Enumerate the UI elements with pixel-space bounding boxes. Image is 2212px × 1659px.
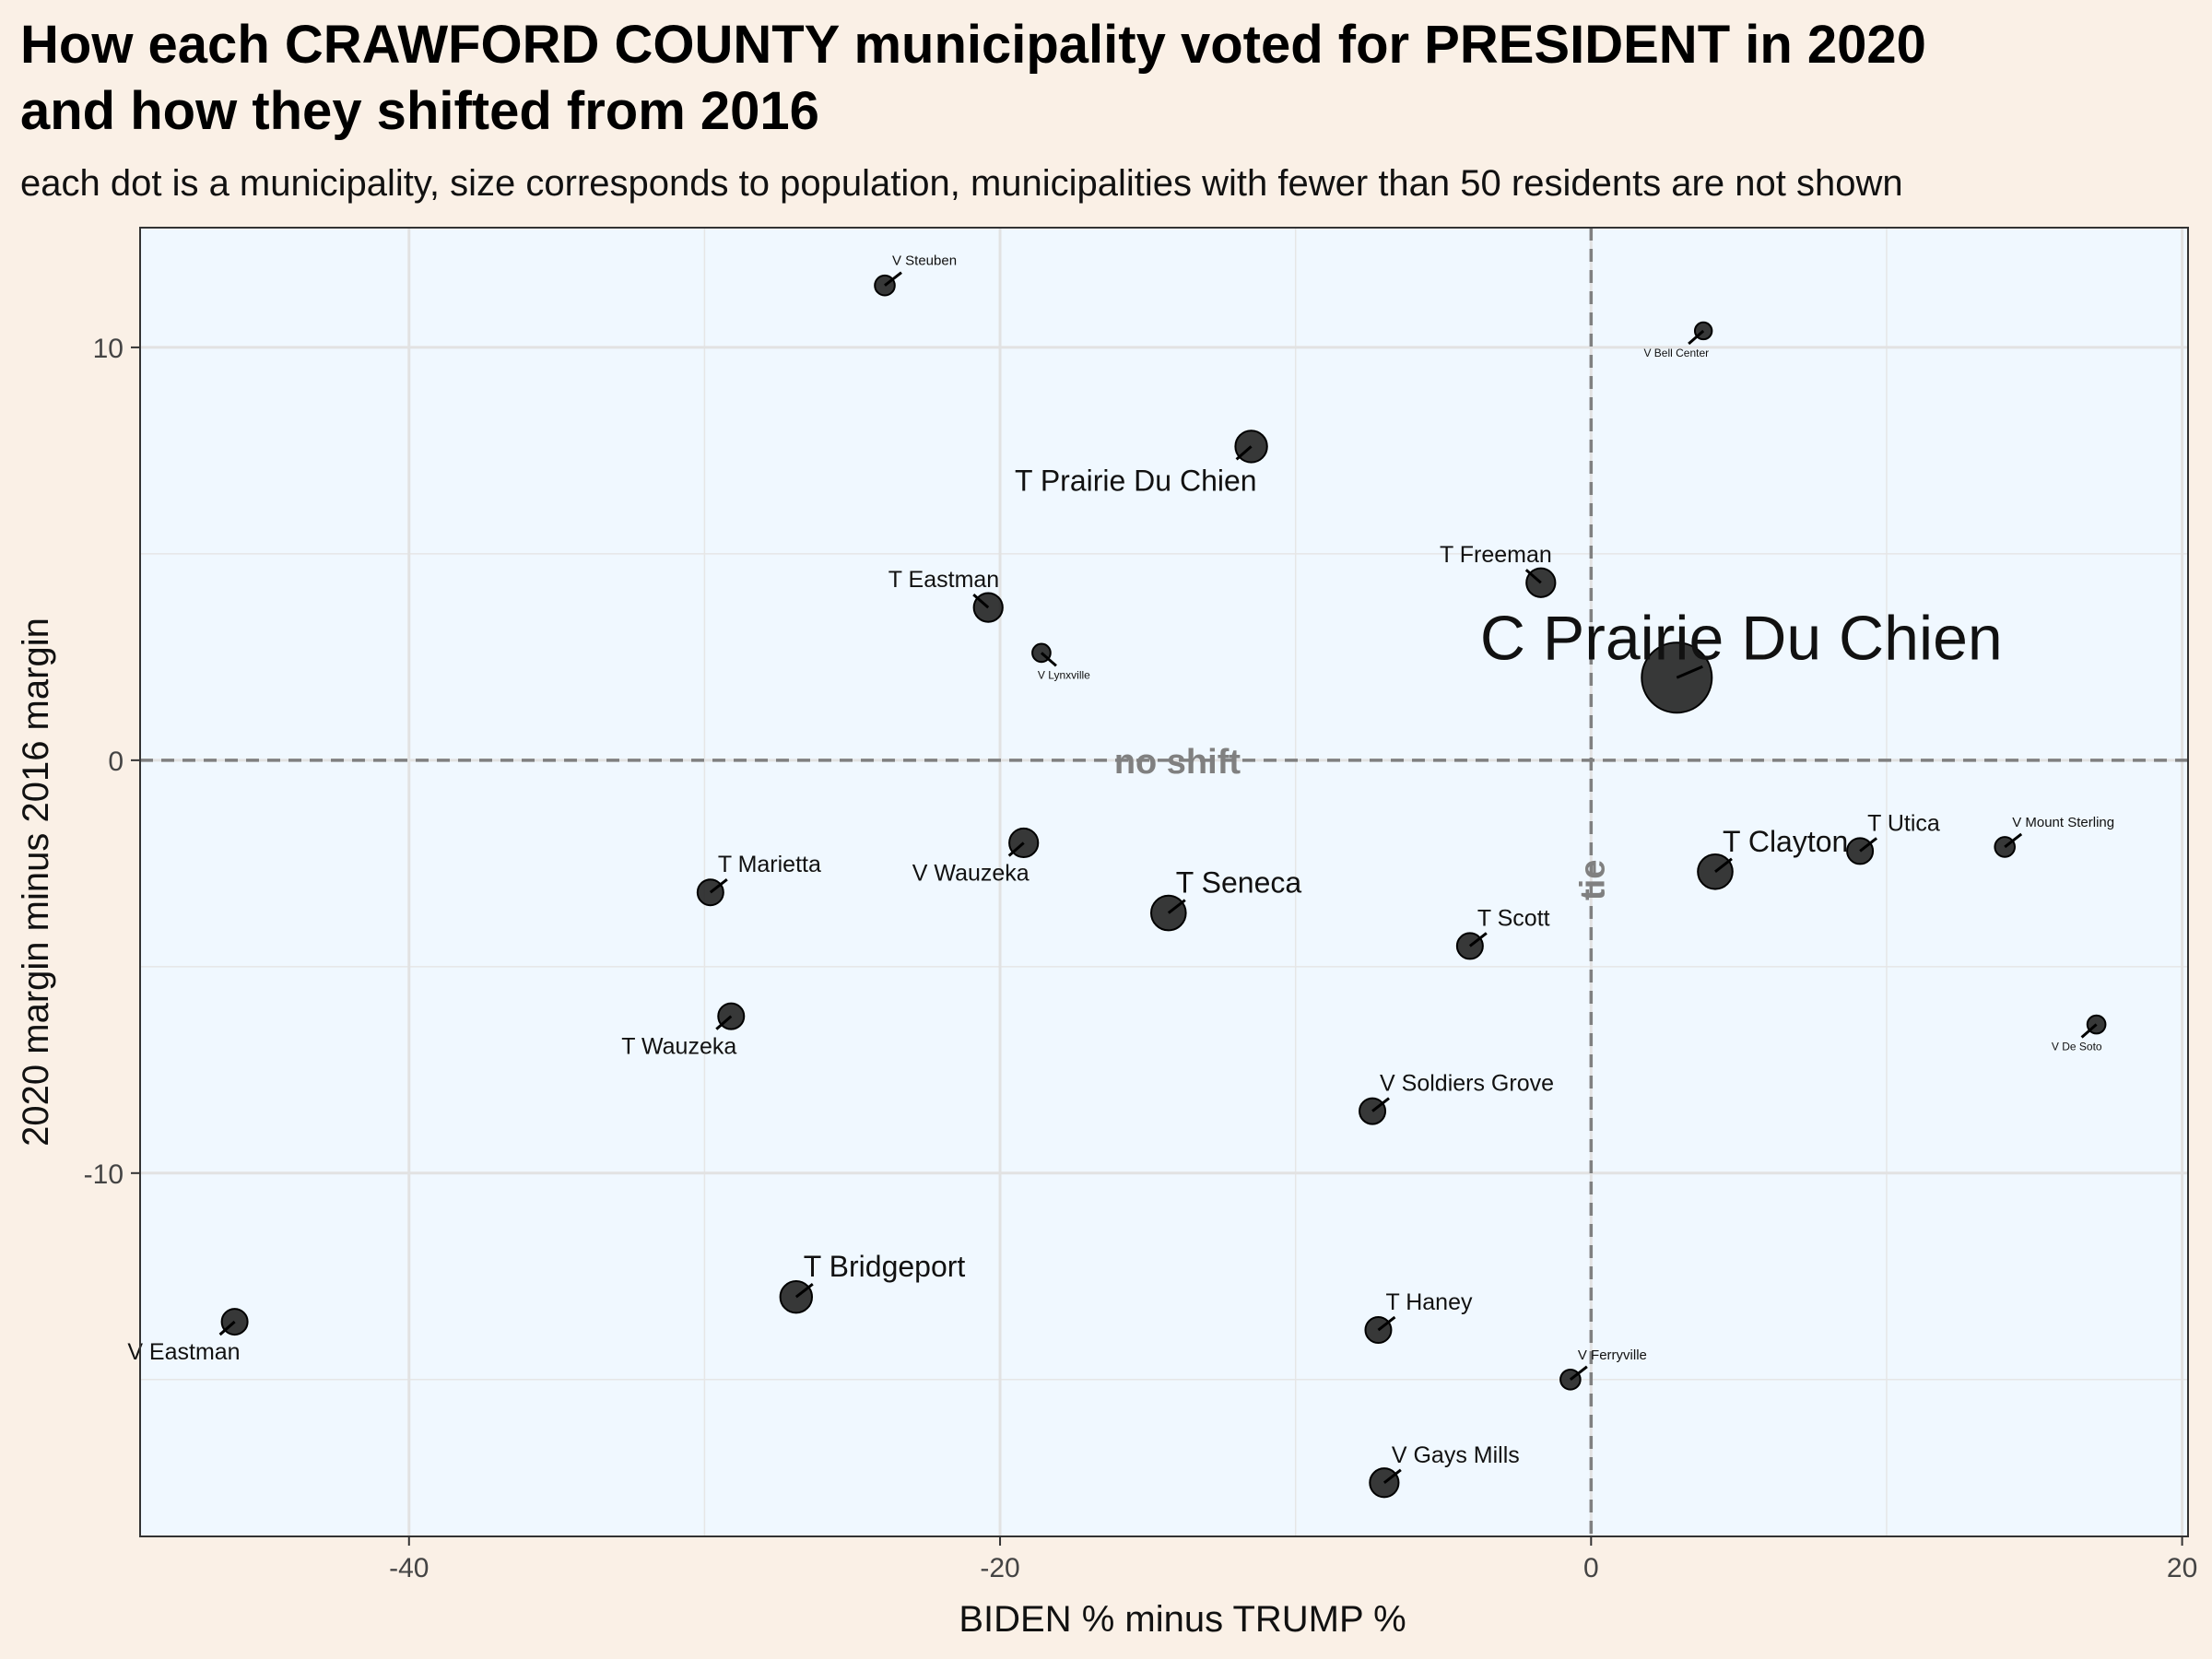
- point-label-t-marietta: T Marietta: [718, 852, 821, 877]
- point-leader-t-marietta: [709, 878, 728, 894]
- point-v-mount-sterling: V Mount Sterling: [1994, 815, 2114, 858]
- point-leader-v-bell-center: [1688, 329, 1705, 346]
- point-label-t-clayton: T Clayton: [1723, 825, 1848, 858]
- point-leader-t-clayton: [1714, 857, 1733, 873]
- point-v-eastman: V Eastman: [127, 1308, 249, 1365]
- point-label-t-bridgeport: T Bridgeport: [804, 1250, 966, 1283]
- point-label-t-wauzeka: T Wauzeka: [621, 1034, 736, 1060]
- no-shift-label: no shift: [1114, 743, 1241, 782]
- point-t-prairie-du-chien: T Prairie Du Chien: [1015, 429, 1268, 497]
- point-t-freeman: T Freeman: [1440, 542, 1557, 598]
- point-leader-t-utica: [1859, 837, 1878, 853]
- y-tick-label-2: 10: [93, 334, 124, 364]
- point-label-v-mount-sterling: V Mount Sterling: [2012, 815, 2114, 830]
- point-leader-v-lynxville: [1040, 652, 1057, 667]
- point-leader-v-ferryville: [1569, 1365, 1588, 1381]
- x-tick-label-2: 0: [1583, 1553, 1599, 1583]
- point-label-v-ferryville: V Ferryville: [1578, 1347, 1647, 1363]
- point-label-t-freeman: T Freeman: [1440, 542, 1552, 568]
- x-axis-title: BIDEN % minus TRUMP %: [959, 1599, 1406, 1640]
- point-v-steuben: V Steuben: [874, 253, 957, 297]
- point-label-v-steuben: V Steuben: [892, 253, 957, 269]
- point-leader-v-eastman: [218, 1320, 236, 1336]
- tie-label: tie: [1573, 860, 1612, 900]
- point-label-v-eastman: V Eastman: [127, 1339, 240, 1365]
- point-leader-t-prairie-du-chien: [1235, 445, 1253, 461]
- point-leader-v-de-soto: [2080, 1023, 2098, 1039]
- point-t-eastman: T Eastman: [888, 567, 1004, 623]
- y-tick-label-0: -10: [84, 1159, 124, 1190]
- point-v-soldiers-grove: V Soldiers Grove: [1359, 1071, 1554, 1125]
- point-t-haney: T Haney: [1364, 1289, 1473, 1345]
- point-v-wauzeka: V Wauzeka: [912, 827, 1040, 886]
- point-t-scott: T Scott: [1455, 905, 1550, 960]
- point-label-v-lynxville: V Lynxville: [1038, 668, 1090, 681]
- point-leader-t-eastman: [972, 593, 990, 609]
- chart-subtitle: each dot is a municipality, size corresp…: [20, 163, 1903, 204]
- point-v-gays-mills: V Gays Mills: [1369, 1442, 1520, 1499]
- point-t-wauzeka: T Wauzeka: [621, 1002, 746, 1060]
- point-label-v-soldiers-grove: V Soldiers Grove: [1380, 1071, 1554, 1097]
- point-t-utica: T Utica: [1846, 810, 1940, 865]
- point-label-c-prairie-du-chien: C Prairie Du Chien: [1480, 603, 2003, 673]
- point-t-bridgeport: T Bridgeport: [779, 1250, 966, 1314]
- x-tick-label-1: -20: [980, 1553, 1019, 1583]
- point-label-v-de-soto: V De Soto: [2052, 1041, 2102, 1053]
- point-leader-v-steuben: [884, 271, 902, 287]
- point-leader-t-freeman: [1524, 569, 1542, 584]
- point-v-de-soto: V De Soto: [2052, 1014, 2107, 1053]
- point-label-t-seneca: T Seneca: [1176, 866, 1302, 900]
- point-c-prairie-du-chien: C Prairie Du Chien: [1480, 603, 2003, 714]
- point-v-ferryville: V Ferryville: [1559, 1347, 1647, 1391]
- point-leader-t-seneca: [1167, 899, 1186, 914]
- point-t-clayton: T Clayton: [1697, 825, 1848, 890]
- y-tick-label-1: 0: [108, 747, 124, 777]
- point-leader-v-mount-sterling: [2004, 832, 2023, 849]
- point-t-marietta: T Marietta: [696, 852, 821, 907]
- point-label-v-bell-center: V Bell Center: [1643, 347, 1709, 359]
- point-label-t-scott: T Scott: [1477, 905, 1550, 931]
- point-t-seneca: T Seneca: [1150, 866, 1302, 932]
- point-label-t-eastman: T Eastman: [888, 567, 999, 593]
- point-leader-t-bridgeport: [794, 1283, 814, 1299]
- plot-panel-border: [139, 227, 2189, 1537]
- axis-ticks: -40 -20 0 20 -10 0 10: [84, 334, 2198, 1583]
- point-leader-v-gays-mills: [1382, 1468, 1402, 1484]
- point-leader-c-prairie-du-chien: [1676, 665, 1703, 679]
- point-leader-t-wauzeka: [715, 1015, 733, 1030]
- point-leader-t-scott: [1468, 932, 1488, 947]
- plot-panel: [140, 228, 2188, 1536]
- point-label-v-wauzeka: V Wauzeka: [912, 860, 1030, 886]
- point-leader-v-soldiers-grove: [1371, 1097, 1390, 1112]
- point-leader-t-haney: [1377, 1315, 1396, 1332]
- point-v-bell-center: V Bell Center: [1643, 321, 1713, 359]
- y-axis-title: 2020 margin minus 2016 margin: [16, 618, 56, 1147]
- chart-title-line-1: How each CRAWFORD COUNTY municipality vo…: [20, 15, 1926, 75]
- minor-gridlines: [140, 228, 2188, 1536]
- x-tick-label-3: 20: [2167, 1553, 2197, 1583]
- point-v-lynxville: V Lynxville: [1031, 642, 1090, 681]
- reference-lines: no shift tie: [140, 228, 2188, 1536]
- point-label-t-utica: T Utica: [1867, 810, 1940, 836]
- chart-title-line-2: and how they shifted from 2016: [20, 81, 819, 141]
- point-label-t-prairie-du-chien: T Prairie Du Chien: [1015, 464, 1257, 497]
- x-tick-label-0: -40: [389, 1553, 429, 1583]
- point-label-v-gays-mills: V Gays Mills: [1392, 1442, 1520, 1468]
- point-leader-v-wauzeka: [1007, 841, 1025, 857]
- point-label-t-haney: T Haney: [1385, 1289, 1473, 1315]
- data-points: V Steuben V Bell Center T Prairie Du Chien…: [127, 253, 2114, 1499]
- point-marker-t-bridgeport: [779, 1279, 814, 1314]
